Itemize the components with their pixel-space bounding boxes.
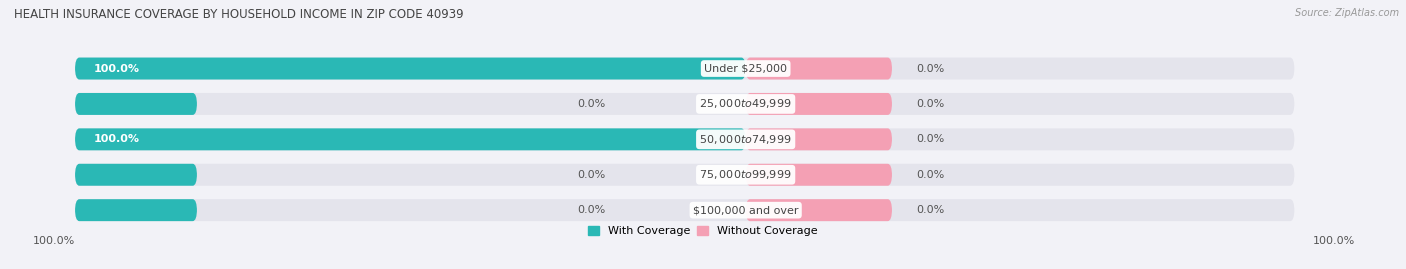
Text: 0.0%: 0.0% — [917, 134, 945, 144]
Text: Source: ZipAtlas.com: Source: ZipAtlas.com — [1295, 8, 1399, 18]
Text: 100.0%: 100.0% — [93, 134, 139, 144]
FancyBboxPatch shape — [75, 93, 197, 115]
FancyBboxPatch shape — [75, 58, 1295, 80]
Legend: With Coverage, Without Coverage: With Coverage, Without Coverage — [583, 221, 823, 241]
Text: 0.0%: 0.0% — [917, 205, 945, 215]
FancyBboxPatch shape — [75, 199, 1295, 221]
Text: $25,000 to $49,999: $25,000 to $49,999 — [699, 97, 792, 111]
FancyBboxPatch shape — [75, 93, 1295, 115]
Text: $75,000 to $99,999: $75,000 to $99,999 — [699, 168, 792, 181]
FancyBboxPatch shape — [75, 128, 745, 150]
Text: 100.0%: 100.0% — [32, 236, 75, 246]
Text: 100.0%: 100.0% — [1313, 236, 1355, 246]
Text: $100,000 and over: $100,000 and over — [693, 205, 799, 215]
FancyBboxPatch shape — [75, 164, 197, 186]
Text: 0.0%: 0.0% — [578, 99, 606, 109]
Text: 0.0%: 0.0% — [917, 63, 945, 73]
Text: $50,000 to $74,999: $50,000 to $74,999 — [699, 133, 792, 146]
Text: Under $25,000: Under $25,000 — [704, 63, 787, 73]
Text: HEALTH INSURANCE COVERAGE BY HOUSEHOLD INCOME IN ZIP CODE 40939: HEALTH INSURANCE COVERAGE BY HOUSEHOLD I… — [14, 8, 464, 21]
FancyBboxPatch shape — [745, 58, 891, 80]
FancyBboxPatch shape — [745, 199, 891, 221]
Text: 0.0%: 0.0% — [578, 170, 606, 180]
FancyBboxPatch shape — [75, 128, 1295, 150]
Text: 0.0%: 0.0% — [578, 205, 606, 215]
Text: 100.0%: 100.0% — [93, 63, 139, 73]
FancyBboxPatch shape — [75, 164, 1295, 186]
FancyBboxPatch shape — [75, 199, 197, 221]
FancyBboxPatch shape — [745, 128, 891, 150]
Text: 0.0%: 0.0% — [917, 99, 945, 109]
Text: 0.0%: 0.0% — [917, 170, 945, 180]
FancyBboxPatch shape — [75, 58, 745, 80]
FancyBboxPatch shape — [745, 164, 891, 186]
FancyBboxPatch shape — [745, 93, 891, 115]
